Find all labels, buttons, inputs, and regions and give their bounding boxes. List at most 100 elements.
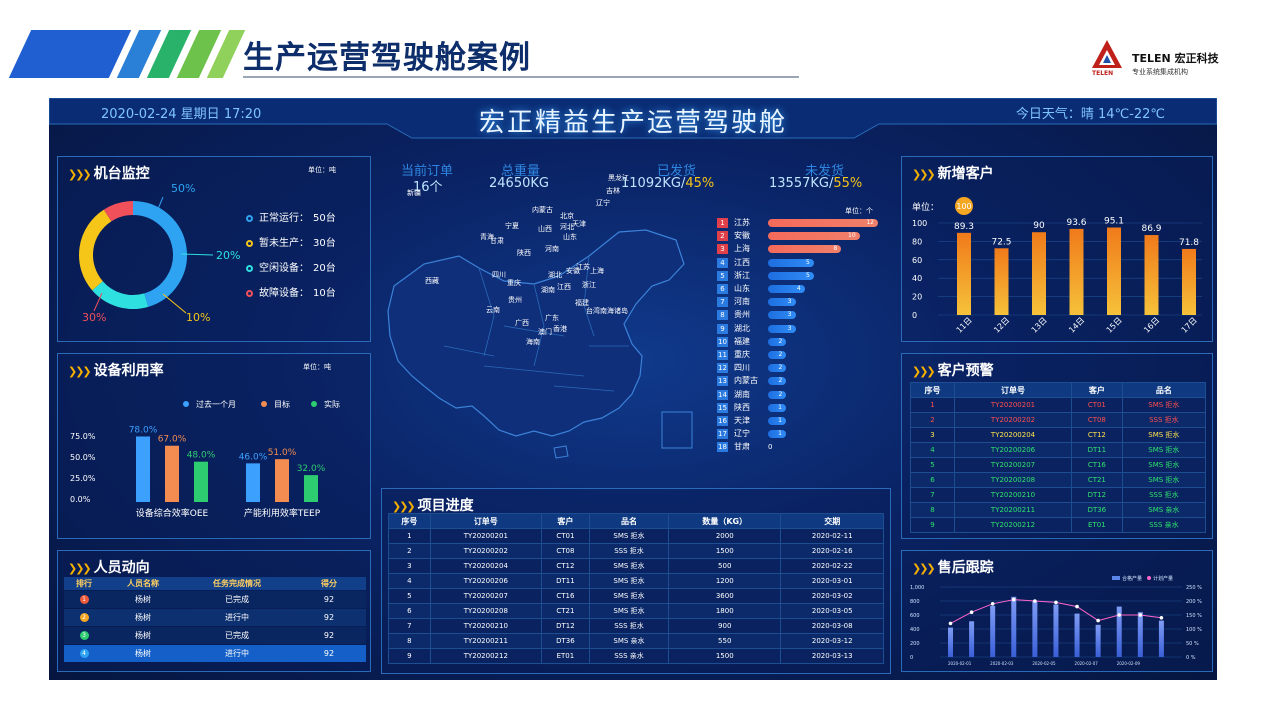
province-label: 山西 xyxy=(538,225,552,233)
column-header: 客户 xyxy=(1071,382,1123,398)
rank-number-badge: 9 xyxy=(717,323,728,334)
bar xyxy=(1011,596,1017,657)
province-name: 重庆 xyxy=(734,350,750,359)
table-cell: SSS 拒水 xyxy=(588,543,670,559)
bar xyxy=(1182,248,1196,315)
bar-value-label: 46.0% xyxy=(239,452,268,462)
table-cell: 6 xyxy=(909,472,956,488)
y-tick-label: 60 xyxy=(912,256,922,265)
table-cell: 2020-03-02 xyxy=(780,588,884,604)
column-header: 人员名称 xyxy=(127,579,159,588)
project-title: 项目进度 xyxy=(417,498,474,514)
ranking-row: 17 辽宁 1 xyxy=(717,429,887,441)
ranking-row: 6 山东 4 xyxy=(717,284,887,296)
kpi-label: 总重量 xyxy=(501,164,541,179)
rank-cell: 2 xyxy=(64,609,104,626)
y-tick-label: 80 xyxy=(912,237,922,246)
chevron-icon: ❯❯❯ xyxy=(68,365,92,378)
chevron-icon: ❯❯❯ xyxy=(392,500,416,513)
bar xyxy=(1095,624,1101,657)
bar xyxy=(1116,606,1122,657)
bar xyxy=(1032,232,1046,315)
dashboard-datetime: 2020-02-24 星期日 17:20 xyxy=(101,107,262,122)
table-cell: CT01 xyxy=(540,528,590,544)
rank-cell: 4 xyxy=(64,645,104,662)
table-cell: 550 xyxy=(667,633,782,649)
donut-leader xyxy=(162,293,187,314)
legend-value: 50台 xyxy=(313,213,336,224)
ranking-row: 1 江苏 12 xyxy=(717,218,887,230)
rank-bar: 3 xyxy=(768,311,796,320)
slide-title: 生产运营驾驶舱案例 xyxy=(243,40,531,76)
table-cell: SMS 亲水 xyxy=(1121,502,1207,518)
legend-label: 正常运行： xyxy=(259,213,309,224)
line-point xyxy=(948,621,953,626)
rank-bar: 2 xyxy=(768,364,787,373)
column-header: 数量（KG） xyxy=(667,513,782,529)
ranking-row: 7 河南 3 xyxy=(717,297,887,309)
table-cell: 1800 xyxy=(667,603,782,619)
ranking-row: 10 福建 2 xyxy=(717,336,887,349)
kpi-value: 11092KG/45% xyxy=(621,176,714,191)
table-cell: TY20200202 xyxy=(429,543,542,559)
name-cell: 杨树 xyxy=(135,613,151,622)
panel-title: ❯❯❯ 售后跟踪 xyxy=(912,557,994,577)
table-cell: CT08 xyxy=(540,543,590,559)
highlight-pin-icon xyxy=(955,197,973,215)
table-row: 7 TY20200210 DT12 SSS 拒水 900 2020-03-08 xyxy=(388,618,884,634)
province-name: 陕西 xyxy=(734,402,750,412)
province-name: 上海 xyxy=(734,244,750,254)
bar xyxy=(948,627,953,657)
table-cell: DT36 xyxy=(1071,502,1123,518)
province-label: 河北 xyxy=(560,223,574,231)
personnel-panel: ❯❯❯ 人员动向 排行 人员名称 任务完成情况 得分 1 杨树 已完成 92 2 杨树 进行中 92 3 杨… xyxy=(57,550,371,672)
legend-label: 目标 xyxy=(274,399,290,409)
table-cell: 9 xyxy=(388,648,431,664)
table-cell: 2 xyxy=(388,543,431,559)
rank-number-badge: 5 xyxy=(717,270,728,281)
rank-bar: 1 xyxy=(768,430,786,439)
y-tick-label: 400 xyxy=(910,627,920,633)
company-logo: TELEN TELEN 宏正科技 专业系统集成机构 xyxy=(1090,38,1220,82)
y-tick-label: 600 xyxy=(910,613,920,619)
table-cell: 1200 xyxy=(667,573,782,589)
province-label: 吉林 xyxy=(606,187,620,195)
table-cell: SMS 拒水 xyxy=(588,528,670,544)
bar xyxy=(969,621,975,657)
kpi-value: 24650KG xyxy=(489,176,549,191)
table-cell: TY20200211 xyxy=(429,633,542,649)
rank-value: 0 xyxy=(768,443,773,452)
kpi-number: 24650KG xyxy=(489,176,549,191)
table-cell: CT12 xyxy=(540,558,590,574)
project-table-grid: 序号 订单号 客户 品名 数量（KG） 交期 1 TY20200201 CT01 SMS 拒水 20… xyxy=(388,513,884,664)
table-cell: SMS 拒水 xyxy=(1121,397,1207,413)
province-label: 上海 xyxy=(590,267,604,275)
table-cell: TY20200201 xyxy=(429,528,542,544)
dashboard-header-frame xyxy=(49,98,1217,139)
rank-bar: 3 xyxy=(768,324,796,333)
status-ring-icon xyxy=(246,214,253,222)
rank-number-badge: 7 xyxy=(717,297,728,308)
bar-value-label: 32.0% xyxy=(297,464,326,474)
province-label: 广东 xyxy=(545,314,559,322)
donut-slice xyxy=(79,209,112,291)
province-label: 福建 xyxy=(575,299,589,307)
province-label: 黑龙江 xyxy=(608,174,629,182)
province-label: 河南 xyxy=(545,245,559,253)
chevron-icon: ❯❯❯ xyxy=(68,562,92,575)
ranking-row: 11 重庆 2 xyxy=(717,350,887,362)
south-sea-inset xyxy=(661,411,693,449)
rank-number-badge: 10 xyxy=(717,336,728,347)
bar xyxy=(990,605,996,657)
y2-tick-label: 100 % xyxy=(1186,627,1202,633)
legend-value: 30台 xyxy=(313,238,336,249)
y2-tick-label: 150 % xyxy=(1186,613,1202,619)
ranking-row: 13 内蒙古 2 xyxy=(717,376,887,388)
column-header: 得分 xyxy=(321,579,337,588)
bar-value-label: 72.5 xyxy=(991,237,1011,247)
province-label: 湖南 xyxy=(541,286,555,294)
ranking-row: 15 陕西 1 xyxy=(717,402,887,415)
kpi-number: 11092KG/ xyxy=(621,176,686,191)
name-cell: 杨树 xyxy=(135,631,151,640)
line-point xyxy=(1117,613,1122,617)
